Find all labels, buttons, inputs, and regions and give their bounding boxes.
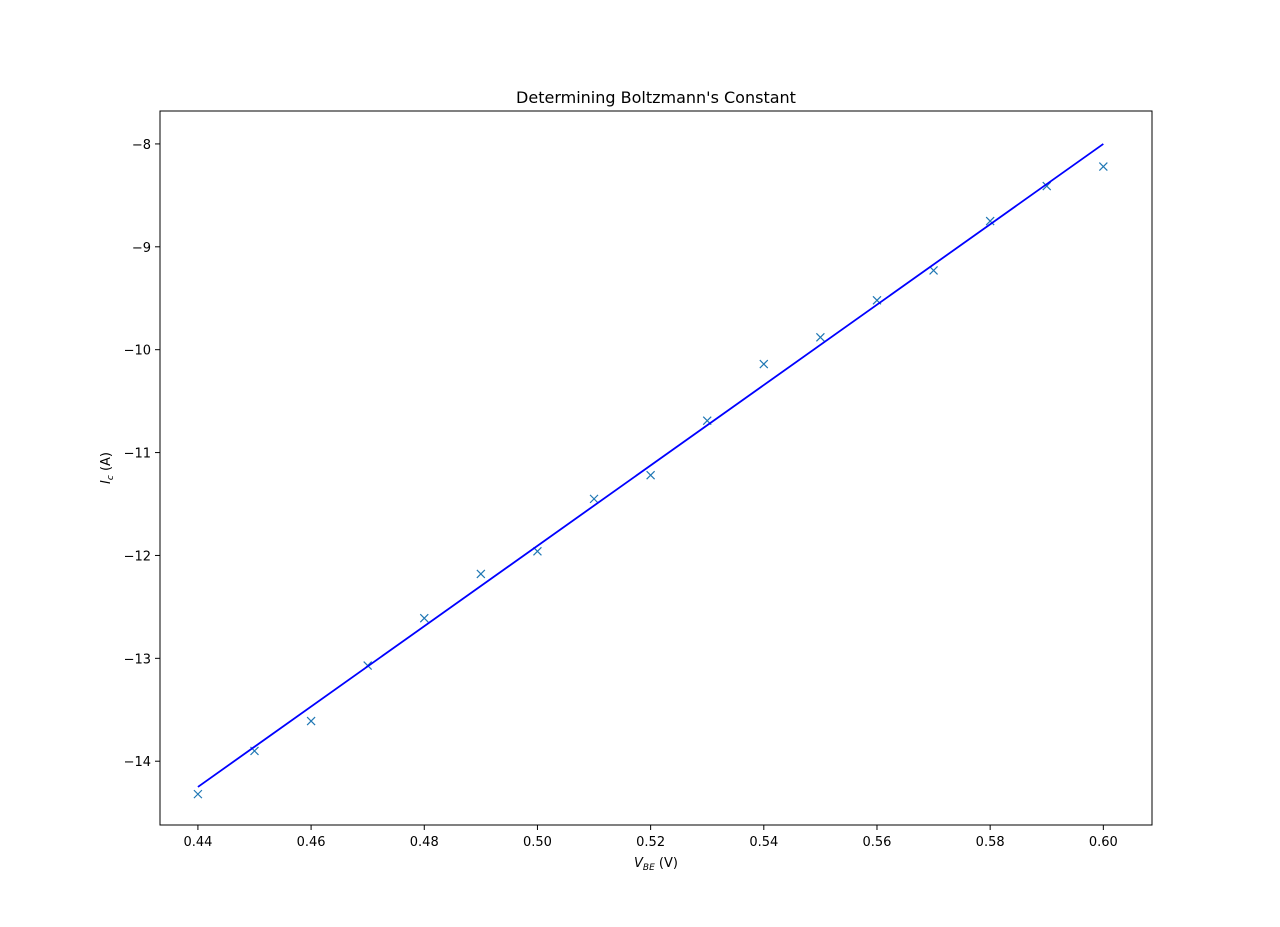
x-tick-label: 0.54 — [749, 835, 778, 850]
x-tick-label: 0.48 — [410, 835, 439, 850]
data-point-marker — [929, 266, 938, 275]
x-axis: 0.44 0.46 0.48 0.50 0.52 0.54 0.56 0.58 0.60 — [183, 825, 1118, 850]
y-tick-label: −12 — [124, 549, 151, 564]
x-axis-label-unit: (V) — [655, 856, 678, 871]
data-point-marker — [1098, 162, 1108, 171]
x-tick-label: 0.46 — [297, 835, 326, 850]
y-tick-label: −13 — [124, 652, 151, 667]
x-axis-label-subscript: BE — [643, 863, 655, 873]
fit-line — [197, 143, 1104, 788]
data-point-marker — [306, 716, 316, 726]
x-tick-label: 0.58 — [976, 835, 1005, 850]
data-point-marker — [1042, 181, 1052, 191]
y-axis-label-unit: (A) — [99, 452, 114, 475]
y-tick-label: −9 — [132, 241, 151, 256]
data-point-marker — [476, 569, 486, 579]
x-axis-label-symbol: V — [634, 856, 644, 871]
data-point-marker — [759, 359, 769, 369]
y-tick-label: −8 — [132, 138, 151, 153]
data-point-marker — [646, 470, 656, 480]
y-axis-label-subscript: c — [106, 475, 116, 480]
x-tick-label: 0.52 — [636, 835, 665, 850]
x-tick-label: 0.60 — [1089, 835, 1118, 850]
y-tick-label: −14 — [124, 755, 151, 770]
plot-area — [193, 143, 1108, 799]
y-tick-label: −11 — [124, 447, 151, 462]
data-point-marker — [985, 216, 995, 226]
x-axis-label: VBE (V) — [634, 856, 678, 873]
data-point-marker — [193, 789, 203, 799]
y-axis: −14 −13 −12 −11 −10 −9 −8 — [124, 138, 160, 770]
data-point-marker — [419, 613, 429, 623]
x-tick-label: 0.50 — [523, 835, 552, 850]
x-tick-label: 0.44 — [183, 835, 212, 850]
y-axis-label-symbol: I — [99, 480, 114, 484]
axes-frame — [159, 110, 1153, 826]
y-axis-label: Ic (A) — [99, 452, 116, 484]
data-point-marker — [589, 494, 599, 504]
y-tick-label: −10 — [124, 344, 151, 359]
data-point-marker — [815, 332, 825, 342]
chart-title: Determining Boltzmann's Constant — [516, 88, 796, 107]
x-tick-label: 0.56 — [863, 835, 892, 850]
